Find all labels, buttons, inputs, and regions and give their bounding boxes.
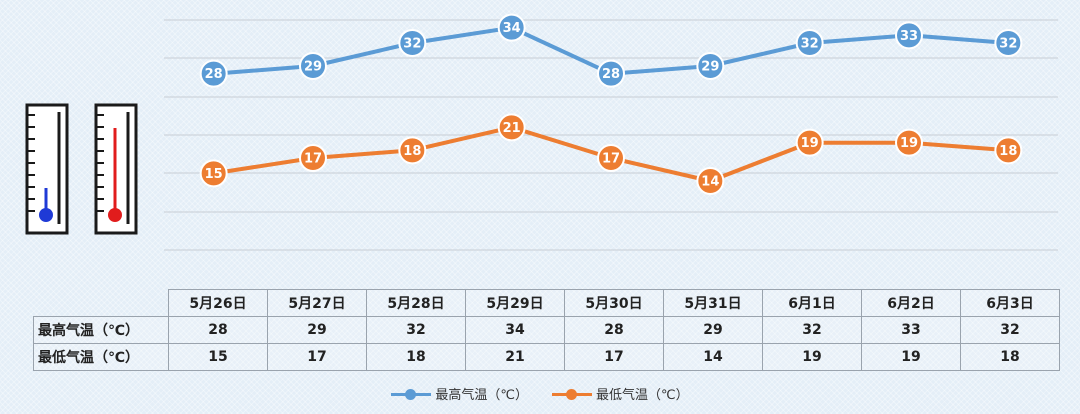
legend-line-marker-icon xyxy=(391,387,432,401)
table-row-label: 最低气温（℃） xyxy=(33,343,169,371)
table-header-cell: 5月26日 xyxy=(168,289,268,317)
table-cell: 28 xyxy=(168,316,268,344)
legend-label: 最低气温（℃） xyxy=(596,388,689,403)
table-cell: 19 xyxy=(762,343,862,371)
data-label: 29 xyxy=(701,60,719,75)
data-label: 32 xyxy=(801,37,819,52)
table-cell: 18 xyxy=(960,343,1060,371)
data-point[interactable] xyxy=(398,29,427,57)
data-point[interactable] xyxy=(597,59,625,88)
table-cell: 29 xyxy=(267,316,367,344)
table-corner xyxy=(34,290,169,317)
table-cell: 28 xyxy=(564,316,664,344)
table-cell: 21 xyxy=(465,343,565,371)
legend-line-marker-icon xyxy=(552,387,592,401)
legend: 最高气温（℃） 最低气温（℃） xyxy=(0,384,1080,403)
data-label: 28 xyxy=(602,67,620,82)
legend-label: 最高气温（℃） xyxy=(435,388,528,403)
data-point[interactable] xyxy=(497,13,526,42)
data-point[interactable] xyxy=(199,159,228,188)
data-label: 18 xyxy=(999,144,1017,159)
data-point[interactable] xyxy=(895,128,923,157)
data-label: 28 xyxy=(205,67,223,82)
data-label: 33 xyxy=(900,29,918,44)
table-cell: 34 xyxy=(465,316,565,344)
data-point[interactable] xyxy=(199,59,228,88)
data-table: 5月26日 5月27日 5月28日 5月29日 5月30日 5月31日 6月1日… xyxy=(33,289,1060,371)
series-1: 15 17 18 21 17 14 19 19 18 xyxy=(199,113,1023,195)
data-point[interactable] xyxy=(299,144,327,172)
table-header-cell: 6月3日 xyxy=(960,289,1060,317)
table-row-low: 最低气温（℃） 15 17 18 21 17 14 19 19 18 xyxy=(33,343,1060,371)
series-0: 28 29 32 34 28 29 32 33 32 xyxy=(199,13,1023,88)
data-point[interactable] xyxy=(795,29,824,57)
data-label: 17 xyxy=(304,152,322,167)
table-cell: 15 xyxy=(168,343,268,371)
table-header-cell: 5月31日 xyxy=(663,289,763,317)
table-cell: 14 xyxy=(663,343,763,371)
data-label: 14 xyxy=(701,175,719,190)
data-point[interactable] xyxy=(597,144,625,172)
table-cell: 33 xyxy=(861,316,961,344)
data-label: 15 xyxy=(205,167,223,182)
table-cell: 32 xyxy=(960,316,1060,344)
legend-item-high[interactable]: 最高气温（℃） xyxy=(391,384,528,403)
table-cell: 19 xyxy=(861,343,961,371)
table-header-cell: 6月2日 xyxy=(861,289,961,317)
table-row-label: 最高气温（℃） xyxy=(33,316,169,344)
table-cell: 32 xyxy=(366,316,466,344)
table-header-cell: 5月29日 xyxy=(465,289,565,317)
data-point[interactable] xyxy=(994,136,1023,165)
table-header-cell: 5月27日 xyxy=(267,289,367,317)
table-cell: 17 xyxy=(267,343,367,371)
data-label: 21 xyxy=(503,121,521,136)
data-label: 34 xyxy=(503,21,521,36)
data-point[interactable] xyxy=(696,167,725,195)
table-header-cell: 5月30日 xyxy=(564,289,664,317)
legend-item-low[interactable]: 最低气温（℃） xyxy=(552,384,689,403)
table-header-cell: 5月28日 xyxy=(366,289,466,317)
series-layer: 28 29 32 34 28 29 32 33 32 15 17 18 21 17 14 19 19 18 xyxy=(199,13,1023,195)
data-label: 19 xyxy=(801,136,819,151)
table-cell: 32 xyxy=(762,316,862,344)
table-header-row: 5月26日 5月27日 5月28日 5月29日 5月30日 5月31日 6月1日… xyxy=(34,289,1060,317)
data-label: 29 xyxy=(304,60,322,75)
data-point[interactable] xyxy=(696,52,725,80)
thermometer-icon xyxy=(25,103,69,235)
data-point[interactable] xyxy=(299,52,327,80)
data-point[interactable] xyxy=(795,128,824,157)
data-label: 32 xyxy=(999,37,1017,52)
thermometer-icon xyxy=(94,103,138,235)
data-label: 32 xyxy=(403,37,421,52)
table-cell: 18 xyxy=(366,343,466,371)
table-cell: 29 xyxy=(663,316,763,344)
table-cell: 17 xyxy=(564,343,664,371)
table-row-high: 最高气温（℃） 28 29 32 34 28 29 32 33 32 xyxy=(33,316,1060,344)
data-point[interactable] xyxy=(994,29,1023,57)
data-point[interactable] xyxy=(895,21,923,50)
gridlines xyxy=(164,19,1058,251)
data-label: 19 xyxy=(900,136,918,151)
data-point[interactable] xyxy=(497,113,526,142)
data-label: 18 xyxy=(403,144,421,159)
data-point[interactable] xyxy=(398,136,427,165)
table-header-cell: 6月1日 xyxy=(762,289,862,317)
data-label: 17 xyxy=(602,152,620,167)
